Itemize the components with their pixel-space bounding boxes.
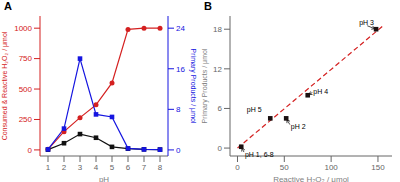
svg-text:2: 2 xyxy=(62,163,67,172)
svg-text:18: 18 xyxy=(213,25,222,34)
svg-text:0: 0 xyxy=(218,144,223,153)
svg-text:1000: 1000 xyxy=(14,24,32,33)
svg-text:pH 4: pH 4 xyxy=(313,88,328,96)
svg-text:750: 750 xyxy=(19,54,33,63)
svg-text:150: 150 xyxy=(371,163,385,172)
svg-text:3: 3 xyxy=(78,163,83,172)
svg-text:100: 100 xyxy=(324,163,338,172)
svg-text:5: 5 xyxy=(110,163,115,172)
svg-text:0: 0 xyxy=(176,146,181,155)
svg-text:pH 2: pH 2 xyxy=(291,123,306,131)
html-text:B: B xyxy=(204,0,212,12)
svg-text:pH 1, 6-8: pH 1, 6-8 xyxy=(245,151,274,159)
svg-text:24: 24 xyxy=(176,24,185,33)
svg-text:6: 6 xyxy=(218,104,223,113)
svg-text:pH: pH xyxy=(99,175,109,182)
svg-text:16: 16 xyxy=(176,65,185,74)
svg-text:8: 8 xyxy=(176,105,181,114)
svg-text:7: 7 xyxy=(142,163,147,172)
svg-text:pH 3: pH 3 xyxy=(359,19,374,27)
svg-text:4: 4 xyxy=(94,163,99,172)
svg-text:0: 0 xyxy=(235,163,240,172)
svg-text:8: 8 xyxy=(158,163,163,172)
svg-text:12: 12 xyxy=(213,65,222,74)
svg-text:6: 6 xyxy=(126,163,131,172)
svg-text:pH 5: pH 5 xyxy=(247,106,262,114)
svg-text:1: 1 xyxy=(46,163,51,172)
svg-text:50: 50 xyxy=(280,163,289,172)
svg-text:Consumed & Reactive H₂O₂ / μmo: Consumed & Reactive H₂O₂ / μmol xyxy=(8,31,9,140)
svg-text:Primary Products / μmol: Primary Products / μmol xyxy=(189,49,197,124)
svg-text:250: 250 xyxy=(19,115,33,124)
svg-text:Primary Products / μmol: Primary Products / μmol xyxy=(201,48,209,123)
svg-text:Reactive H₂O₂ / μmol: Reactive H₂O₂ / μmol xyxy=(273,175,349,182)
svg-text:0: 0 xyxy=(28,146,33,155)
svg-text:500: 500 xyxy=(19,85,33,94)
html-text:A: A xyxy=(4,0,12,12)
